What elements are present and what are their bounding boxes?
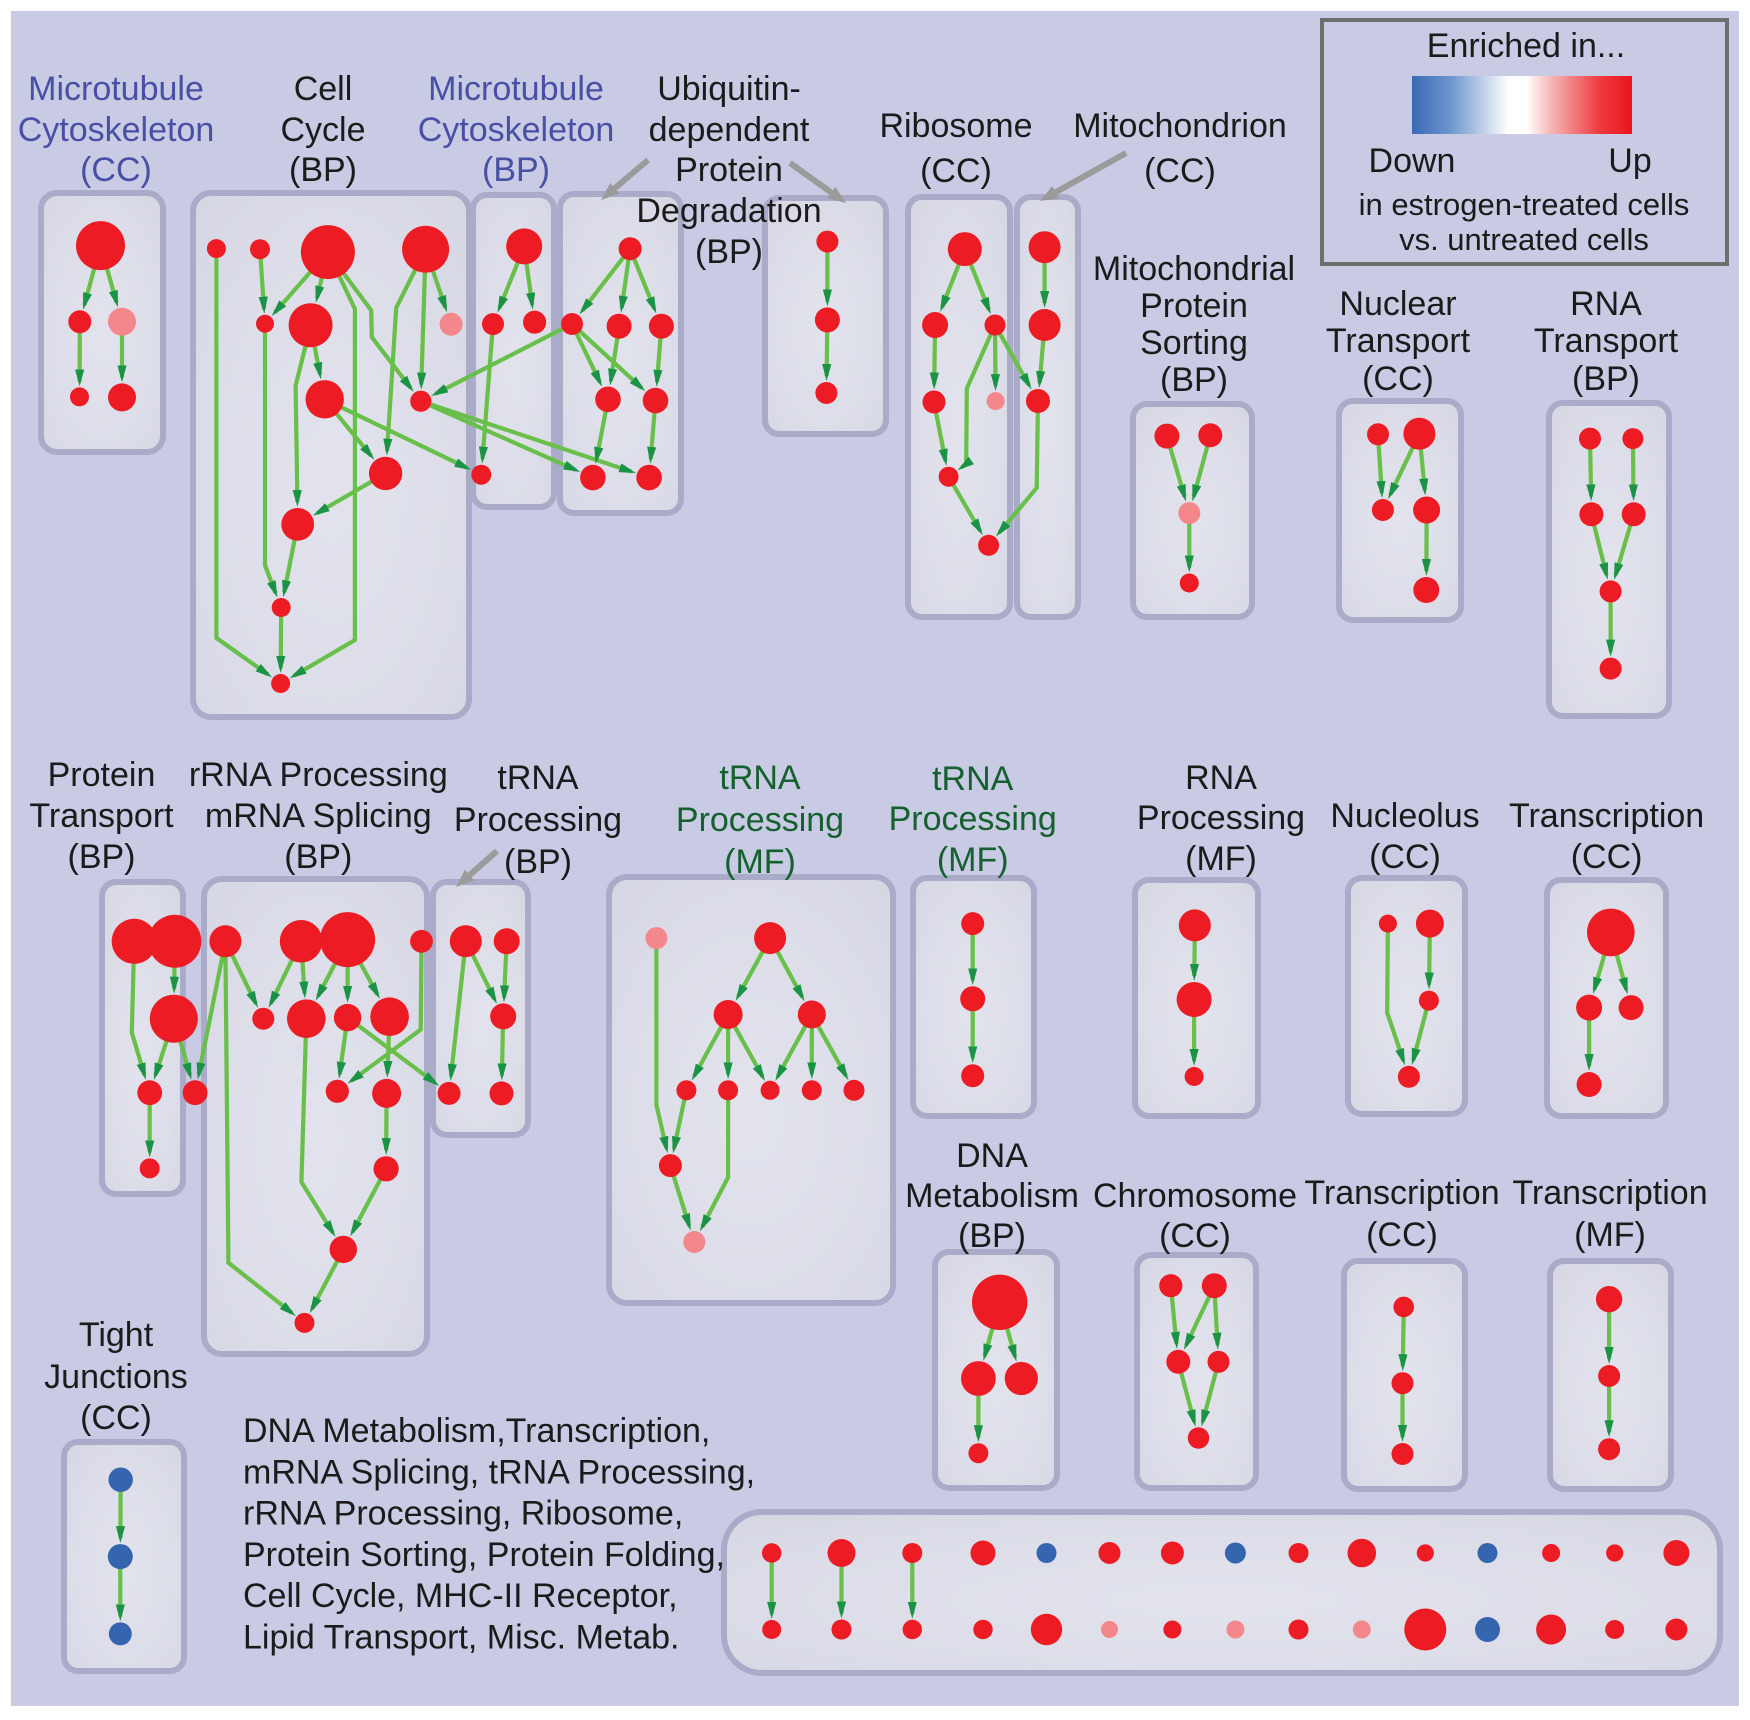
svg-text:(BP): (BP): [482, 151, 550, 189]
svg-text:Transport: Transport: [1326, 322, 1471, 360]
svg-text:(CC): (CC): [1369, 838, 1441, 876]
svg-text:(CC): (CC): [920, 152, 992, 190]
svg-text:Cell Cycle, MHC-II Receptor,: Cell Cycle, MHC-II Receptor,: [243, 1577, 678, 1615]
svg-text:Protein: Protein: [675, 151, 783, 189]
svg-text:Protein: Protein: [48, 756, 156, 794]
svg-text:mRNA Splicing, tRNA Processing: mRNA Splicing, tRNA Processing,: [243, 1453, 755, 1491]
svg-text:Lipid Transport, Misc. Metab.: Lipid Transport, Misc. Metab.: [243, 1619, 680, 1657]
svg-text:Transcription: Transcription: [1304, 1174, 1499, 1212]
svg-text:Junctions: Junctions: [44, 1358, 188, 1396]
svg-text:Tight: Tight: [79, 1316, 154, 1354]
svg-text:(MF): (MF): [1185, 840, 1257, 878]
svg-text:tRNA: tRNA: [932, 760, 1014, 798]
svg-text:Processing: Processing: [1137, 799, 1305, 837]
svg-text:Transport: Transport: [29, 797, 174, 835]
svg-text:(CC): (CC): [1366, 1216, 1438, 1254]
svg-text:Microtubule: Microtubule: [428, 70, 604, 108]
svg-text:(BP): (BP): [68, 838, 136, 876]
svg-text:Chromosome: Chromosome: [1093, 1177, 1297, 1215]
svg-text:(BP): (BP): [284, 838, 352, 876]
svg-text:Protein Sorting, Protein Foldi: Protein Sorting, Protein Folding,: [243, 1536, 725, 1574]
svg-text:Transport: Transport: [1534, 322, 1679, 360]
svg-text:rRNA Processing: rRNA Processing: [189, 756, 448, 794]
svg-text:Nucleolus: Nucleolus: [1330, 797, 1479, 835]
svg-text:dependent: dependent: [649, 111, 810, 149]
svg-text:(CC): (CC): [80, 151, 152, 189]
svg-text:rRNA Processing, Ribosome,: rRNA Processing, Ribosome,: [243, 1495, 683, 1533]
svg-text:Down: Down: [1369, 142, 1456, 180]
svg-text:(CC): (CC): [1144, 152, 1216, 190]
svg-text:Cycle: Cycle: [280, 111, 365, 149]
svg-text:Transcription: Transcription: [1509, 797, 1704, 835]
svg-text:DNA: DNA: [956, 1137, 1028, 1175]
svg-text:Ribosome: Ribosome: [879, 107, 1032, 145]
svg-text:(MF): (MF): [937, 841, 1009, 879]
svg-text:(CC): (CC): [1571, 838, 1643, 876]
svg-text:Cytoskeleton: Cytoskeleton: [418, 111, 615, 149]
svg-text:Up: Up: [1608, 142, 1651, 180]
svg-text:(CC): (CC): [80, 1399, 152, 1437]
svg-text:Mitochondrial: Mitochondrial: [1093, 250, 1295, 288]
svg-text:(BP): (BP): [289, 151, 357, 189]
svg-text:tRNA: tRNA: [719, 759, 801, 797]
svg-text:Processing: Processing: [676, 801, 844, 839]
svg-text:(BP): (BP): [504, 843, 572, 881]
svg-text:Enriched in...: Enriched in...: [1427, 27, 1625, 65]
svg-text:(BP): (BP): [1160, 361, 1228, 399]
svg-text:(CC): (CC): [1159, 1217, 1231, 1255]
svg-text:Processing: Processing: [454, 801, 622, 839]
svg-text:(CC): (CC): [1362, 360, 1434, 398]
svg-text:(BP): (BP): [958, 1217, 1026, 1255]
svg-text:Microtubule: Microtubule: [28, 70, 204, 108]
svg-text:Cytoskeleton: Cytoskeleton: [18, 111, 215, 149]
svg-text:DNA Metabolism,Transcription,: DNA Metabolism,Transcription,: [243, 1412, 710, 1450]
svg-text:Sorting: Sorting: [1140, 324, 1248, 362]
svg-text:Protein: Protein: [1140, 287, 1248, 325]
svg-text:RNA: RNA: [1570, 285, 1642, 323]
svg-text:Cell: Cell: [294, 70, 353, 108]
svg-text:Metabolism: Metabolism: [905, 1177, 1079, 1215]
svg-text:Nuclear: Nuclear: [1339, 285, 1456, 323]
svg-text:Mitochondrion: Mitochondrion: [1073, 107, 1287, 145]
svg-text:Processing: Processing: [889, 800, 1057, 838]
svg-text:in estrogen-treated cells: in estrogen-treated cells: [1359, 187, 1690, 222]
svg-text:mRNA Splicing: mRNA Splicing: [205, 797, 432, 835]
svg-text:Degradation: Degradation: [636, 192, 821, 230]
svg-text:Transcription: Transcription: [1512, 1174, 1707, 1212]
svg-text:tRNA: tRNA: [497, 759, 579, 797]
svg-text:(BP): (BP): [695, 233, 763, 271]
svg-text:(MF): (MF): [724, 843, 796, 881]
svg-text:vs. untreated cells: vs. untreated cells: [1399, 222, 1649, 257]
svg-text:RNA: RNA: [1185, 759, 1257, 797]
svg-text:Ubiquitin-: Ubiquitin-: [657, 70, 801, 108]
svg-text:(MF): (MF): [1574, 1216, 1646, 1254]
svg-text:(BP): (BP): [1572, 360, 1640, 398]
